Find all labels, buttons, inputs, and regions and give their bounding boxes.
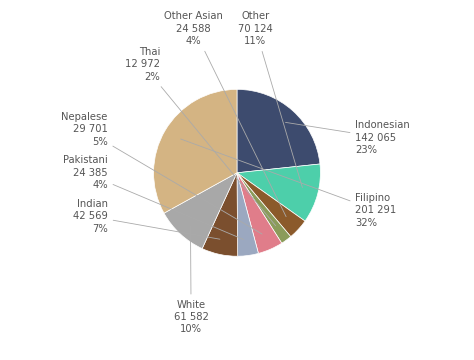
Wedge shape <box>237 164 320 221</box>
Text: Other Asian
24 588
4%: Other Asian 24 588 4% <box>164 11 286 217</box>
Wedge shape <box>237 173 291 243</box>
Wedge shape <box>237 173 258 256</box>
Wedge shape <box>164 173 237 249</box>
Text: Thai
12 972
2%: Thai 12 972 2% <box>125 47 276 226</box>
Text: Indian
42 569
7%: Indian 42 569 7% <box>73 199 220 239</box>
Text: Other
70 124
11%: Other 70 124 11% <box>238 11 302 188</box>
Wedge shape <box>154 89 237 213</box>
Text: White
61 582
10%: White 61 582 10% <box>173 226 209 334</box>
Text: Pakistani
24 385
4%: Pakistani 24 385 4% <box>63 156 244 239</box>
Wedge shape <box>237 173 305 237</box>
Wedge shape <box>237 173 282 253</box>
Text: Filipino
201 291
32%: Filipino 201 291 32% <box>181 139 397 228</box>
Text: Nepalese
29 701
5%: Nepalese 29 701 5% <box>61 112 262 234</box>
Wedge shape <box>202 173 237 256</box>
Text: Indonesian
142 065
23%: Indonesian 142 065 23% <box>285 120 410 155</box>
Wedge shape <box>237 89 320 173</box>
